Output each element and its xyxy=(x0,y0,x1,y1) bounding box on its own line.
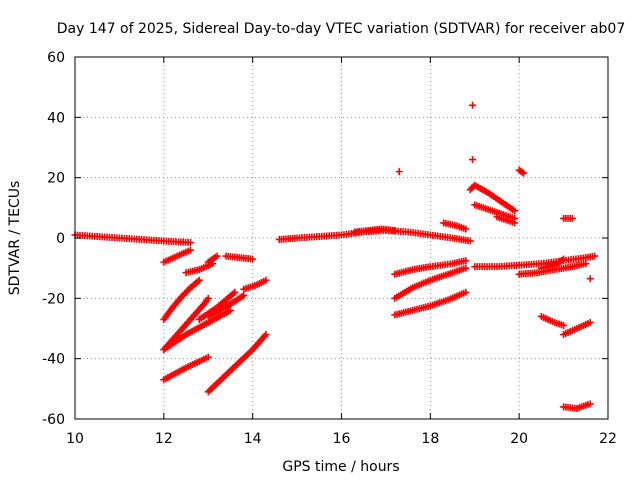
data-point xyxy=(582,260,590,268)
y-tick-labels: -60 -40 -20 0 20 40 60 xyxy=(42,50,65,428)
x-tick-label: 10 xyxy=(66,431,84,447)
x-tick-label: 18 xyxy=(421,431,439,447)
x-tick-label: 14 xyxy=(244,431,262,447)
data-point xyxy=(462,225,470,233)
data-point xyxy=(466,237,474,245)
data-series-s10 xyxy=(204,291,248,320)
grid-lines xyxy=(75,57,608,419)
data-point xyxy=(586,318,594,326)
data-point xyxy=(586,400,594,408)
data-point xyxy=(391,226,399,234)
data-series-s15 xyxy=(351,225,399,236)
data-point xyxy=(186,239,194,247)
data-series-s23 xyxy=(466,181,519,215)
data-series-s8 xyxy=(160,306,234,354)
data-series-s25 xyxy=(493,213,519,227)
y-axis-label: SDTVAR / TECUs xyxy=(7,181,23,296)
data-point xyxy=(462,264,470,272)
y-tick-label: 0 xyxy=(56,231,65,247)
data-point xyxy=(240,291,248,299)
y-tick-label: -20 xyxy=(42,291,65,307)
data-point xyxy=(591,252,599,260)
data-series-s21 xyxy=(469,101,477,109)
y-tick-label: -60 xyxy=(42,412,65,428)
data-point xyxy=(213,252,221,260)
data-point xyxy=(195,276,203,284)
data-series-s12 xyxy=(160,353,212,384)
data-point xyxy=(249,255,257,263)
data-points xyxy=(71,101,599,412)
y-tick-label: -40 xyxy=(42,352,65,368)
y-tick-label: 20 xyxy=(47,171,65,187)
data-series-s32 xyxy=(560,318,594,339)
data-point xyxy=(469,101,477,109)
y-tick-label: 60 xyxy=(47,50,65,66)
data-series-s29 xyxy=(537,255,568,272)
data-point xyxy=(469,156,477,164)
data-point xyxy=(568,214,576,222)
x-tick-label: 22 xyxy=(599,431,617,447)
data-point xyxy=(186,246,194,254)
data-point xyxy=(262,331,270,339)
data-series-s22 xyxy=(469,156,477,164)
data-series-s28 xyxy=(515,260,590,278)
data-point xyxy=(586,275,594,283)
data-point xyxy=(462,257,470,265)
x-tick-label: 16 xyxy=(333,431,351,447)
data-series-s26 xyxy=(515,166,528,177)
data-series-s31 xyxy=(537,312,568,329)
data-point xyxy=(511,219,519,227)
data-series-s34 xyxy=(586,275,594,283)
data-series-s16 xyxy=(395,168,403,176)
x-tick-label: 20 xyxy=(510,431,528,447)
data-series-s18 xyxy=(391,257,470,278)
data-series-s6 xyxy=(160,276,203,323)
data-series-s30 xyxy=(560,214,576,222)
data-point xyxy=(560,255,568,263)
chart-title: Day 147 of 2025, Sidereal Day-to-day VTE… xyxy=(57,21,626,37)
data-series-s17 xyxy=(440,219,470,233)
data-point xyxy=(518,168,526,176)
data-point xyxy=(395,168,403,176)
x-tick-labels: 10 12 14 16 18 20 22 xyxy=(66,431,617,447)
data-series-s3 xyxy=(182,260,217,277)
data-point xyxy=(231,288,239,296)
data-point xyxy=(204,294,212,302)
data-series-s1 xyxy=(71,231,194,247)
data-point xyxy=(204,353,212,361)
axis-ticks xyxy=(74,56,609,420)
y-tick-label: 40 xyxy=(47,110,65,126)
data-series-s4 xyxy=(204,252,221,266)
data-series-s20 xyxy=(391,288,470,319)
data-point xyxy=(462,288,470,296)
data-series-s33 xyxy=(560,400,594,412)
data-point xyxy=(262,276,270,284)
data-series-s11 xyxy=(240,276,270,293)
data-series-s19 xyxy=(391,264,470,302)
data-series-s5 xyxy=(222,252,257,263)
x-axis-label: GPS time / hours xyxy=(282,459,399,475)
data-point xyxy=(560,321,568,329)
data-series-s2 xyxy=(160,246,194,266)
data-point xyxy=(226,306,234,314)
data-series-s13 xyxy=(204,331,270,396)
x-tick-label: 12 xyxy=(155,431,173,447)
data-point xyxy=(520,169,528,177)
data-point xyxy=(511,207,519,215)
